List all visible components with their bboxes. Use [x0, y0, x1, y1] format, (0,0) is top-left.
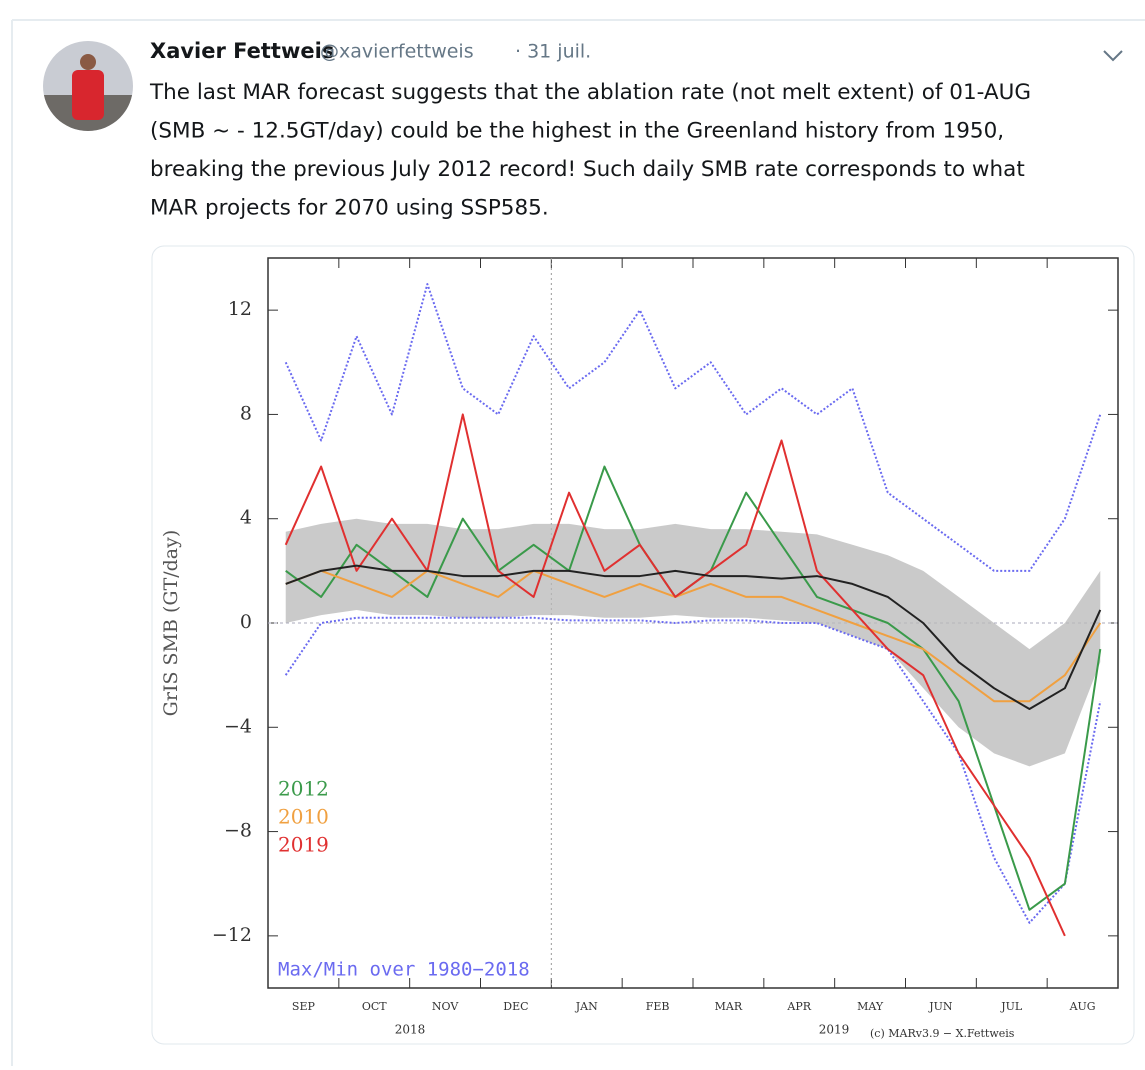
- x-tick-label: JUN: [928, 1000, 953, 1013]
- series-line: [284, 413, 1066, 937]
- x-tick-label: NOV: [432, 1000, 459, 1013]
- menu-chevron[interactable]: [1103, 50, 1123, 62]
- x-tick-label: AUG: [1069, 1000, 1096, 1013]
- x-tick-label: OCT: [362, 1000, 387, 1013]
- tweet-text: The last MAR forecast suggests that the …: [149, 80, 1031, 221]
- spread-band: [285, 518, 1101, 767]
- x-tick-label: JAN: [575, 1000, 598, 1013]
- tweet-line: (SMB ~ - 12.5GT/day) could be the highes…: [150, 119, 1004, 144]
- y-tick-label: −4: [224, 715, 252, 737]
- tweet-line: breaking the previous July 2012 record! …: [150, 157, 1025, 182]
- plot: SEP OCT NOV DEC JAN FEB MAR APR MAY JUN JUL AUG −12 −…: [212, 258, 1119, 1013]
- year-label: 2019: [819, 1023, 850, 1037]
- y-tick-label: 12: [228, 298, 252, 320]
- y-tick-label: 0: [240, 611, 252, 633]
- date[interactable]: · 31 juil.: [515, 41, 591, 63]
- x-tick-label: FEB: [646, 1000, 670, 1013]
- y-tick-label: −8: [224, 820, 252, 842]
- legend-entry: 2012: [278, 777, 329, 801]
- y-tick-label: 4: [240, 507, 252, 529]
- credit: (c) MARv3.9 − X.Fettweis: [870, 1027, 1015, 1040]
- legend-entry: 2019: [278, 833, 329, 857]
- x-tick-label: MAR: [715, 1000, 743, 1013]
- x-tick-label: APR: [786, 1000, 811, 1013]
- x-tick-label: DEC: [503, 1000, 528, 1013]
- x-tick-label: MAY: [857, 1000, 884, 1013]
- handle[interactable]: @xavierfettweis: [320, 41, 474, 63]
- tweet-line: MAR projects for 2070 using SSP585.: [150, 196, 549, 221]
- x-tick-label: SEP: [292, 1000, 316, 1013]
- y-axis-label: GrIS SMB (GT/day): [160, 530, 182, 717]
- x-tick-label: JUL: [1000, 1000, 1023, 1013]
- annotation: Max/Min over 1980−2018: [278, 959, 530, 981]
- avatar[interactable]: [40, 40, 140, 145]
- tweet-line: The last MAR forecast suggests that the …: [149, 80, 1031, 105]
- y-tick-label: 8: [240, 402, 252, 424]
- author[interactable]: Xavier Fettweis: [150, 39, 334, 63]
- series-line: [284, 283, 1102, 572]
- series-line: [285, 569, 1102, 703]
- y-tick-label: −12: [212, 924, 252, 946]
- legend-entry: 2010: [278, 805, 329, 829]
- year-label: 2018: [395, 1023, 426, 1037]
- image-card[interactable]: [151, 245, 1135, 1045]
- series-line: [285, 564, 1102, 711]
